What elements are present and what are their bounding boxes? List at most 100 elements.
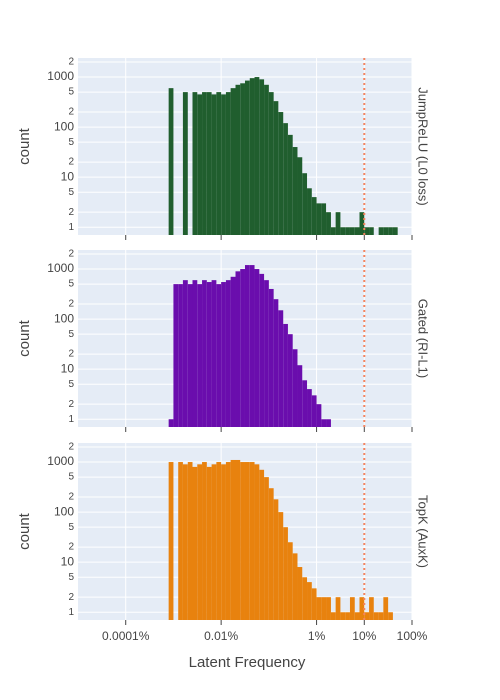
histogram-bar — [359, 212, 365, 235]
y-tick-label: 2 — [68, 399, 74, 410]
histogram-bar — [235, 84, 241, 235]
histogram-bar — [340, 612, 346, 620]
y-tick-label: 5 — [68, 572, 74, 583]
histogram-bar — [244, 265, 250, 427]
histogram-bar — [202, 280, 207, 427]
histogram-bar — [383, 227, 389, 235]
histogram-bar — [326, 212, 331, 235]
histogram-bar — [307, 389, 312, 427]
facet-label: Gated (RI-L1) — [416, 299, 431, 378]
x-tick-label: 0.0001% — [102, 629, 150, 643]
histogram-bar — [345, 612, 350, 620]
histogram-bar — [225, 462, 231, 620]
histogram-bar — [254, 464, 260, 620]
histogram-bar — [240, 462, 245, 620]
histogram-bar — [388, 227, 393, 235]
histogram-bar — [278, 112, 284, 235]
histogram-bar — [202, 462, 207, 620]
histogram-bar — [221, 464, 226, 620]
y-tick-label: 5 — [68, 379, 74, 390]
y-axis-label: count — [16, 127, 33, 165]
histogram-bar — [378, 612, 384, 620]
histogram-bar — [249, 265, 255, 427]
histogram-bar — [206, 282, 212, 427]
y-tick-label: 2 — [68, 57, 74, 68]
histogram-bar — [307, 582, 312, 620]
histogram-bar — [354, 612, 360, 620]
histogram-bar — [311, 395, 317, 427]
histogram-bar — [364, 227, 370, 235]
histogram-bar — [354, 227, 360, 235]
y-tick-label: 2 — [68, 492, 74, 503]
histogram-bar — [345, 227, 350, 235]
histogram-bar — [307, 188, 312, 235]
histogram-bar — [316, 404, 322, 427]
histogram-bar — [216, 462, 222, 620]
histogram-bar — [197, 284, 203, 427]
y-tick-label: 2 — [68, 157, 74, 168]
histogram-bar — [244, 80, 250, 235]
y-tick-label: 2 — [68, 592, 74, 603]
y-tick-label: 10 — [61, 361, 75, 375]
histogram-bar — [302, 577, 308, 620]
histogram-bar — [254, 77, 260, 236]
histogram-bar — [259, 79, 265, 235]
histogram-bar — [202, 92, 207, 235]
histogram-bar — [292, 147, 298, 235]
histogram-bar — [383, 597, 389, 620]
x-axis-label: Latent Frequency — [189, 654, 306, 671]
histogram-bar — [178, 462, 183, 620]
y-tick-label: 5 — [68, 329, 74, 340]
y-tick-label: 1000 — [47, 69, 74, 83]
histogram-bar — [244, 462, 250, 620]
histogram-bar — [192, 280, 198, 427]
histogram-bar — [230, 276, 236, 427]
y-tick-label: 5 — [68, 87, 74, 98]
histogram-bar — [302, 380, 308, 427]
histogram-bar — [369, 227, 374, 235]
histogram-bar — [168, 419, 174, 427]
histogram-bar — [302, 173, 308, 235]
histogram-bar — [283, 323, 288, 427]
histogram-bar — [168, 88, 174, 235]
y-tick-label: 5 — [68, 279, 74, 290]
histogram-bar — [173, 284, 179, 427]
histogram-bar — [273, 101, 279, 235]
histogram-bar — [168, 462, 174, 620]
histogram-bar — [197, 464, 203, 620]
histogram-bar — [235, 271, 241, 427]
histogram-bar — [292, 349, 298, 427]
histogram-bar — [268, 92, 274, 235]
y-tick-label: 5 — [68, 137, 74, 148]
y-tick-label: 2 — [68, 349, 74, 360]
histogram-bar — [230, 88, 236, 235]
histogram-bar — [388, 612, 393, 620]
histogram-bar — [297, 567, 303, 620]
histogram-bar — [321, 203, 327, 235]
y-tick-label: 2 — [68, 299, 74, 310]
y-tick-label: 10 — [61, 169, 75, 183]
histogram-bar — [254, 269, 260, 427]
histogram-bar — [321, 597, 327, 620]
histogram-bar — [187, 462, 193, 620]
x-tick-label: 100% — [397, 629, 428, 643]
histogram-bar — [259, 469, 265, 620]
histogram-bar — [311, 588, 317, 620]
y-tick-label: 5 — [68, 472, 74, 483]
x-tick-label: 10% — [352, 629, 376, 643]
y-tick-label: 1 — [68, 222, 74, 233]
y-axis-label: count — [16, 512, 33, 550]
y-tick-label: 5 — [68, 522, 74, 533]
histogram-bar — [235, 459, 241, 620]
y-tick-label: 1000 — [47, 261, 74, 275]
histogram-bar — [225, 280, 231, 427]
histogram-bar — [206, 466, 212, 620]
histogram-bar — [378, 227, 384, 235]
histogram-bar — [192, 92, 198, 235]
histogram-bar — [216, 284, 222, 427]
histogram-bar — [249, 78, 255, 236]
histogram-bar — [359, 597, 365, 620]
y-tick-label: 1 — [68, 414, 74, 425]
y-tick-label: 2 — [68, 542, 74, 553]
histogram-bar — [264, 477, 269, 620]
